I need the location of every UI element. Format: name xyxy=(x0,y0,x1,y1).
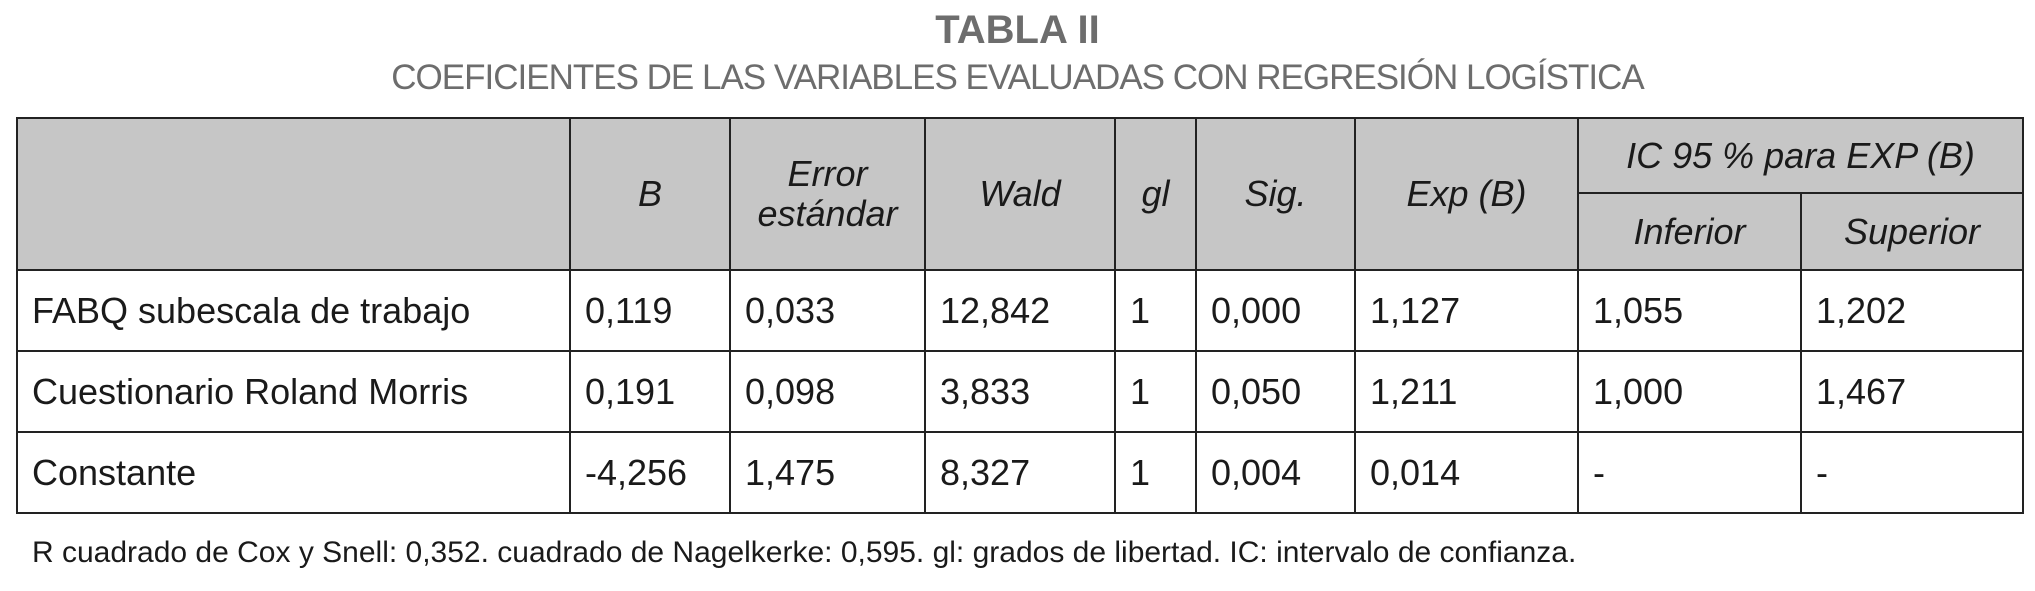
header-error-line2: estándar xyxy=(757,193,898,234)
header-wald: Wald xyxy=(924,117,1116,271)
cell-variable: Cuestionario Roland Morris xyxy=(16,350,571,433)
cell-superior: 1,202 xyxy=(1800,269,2024,352)
cell-superior: - xyxy=(1800,431,2024,514)
cell-error: 1,475 xyxy=(729,431,926,514)
cell-b: 0,119 xyxy=(569,269,731,352)
cell-gl: 1 xyxy=(1114,350,1197,433)
cell-b: 0,191 xyxy=(569,350,731,433)
cell-exp: 0,014 xyxy=(1354,431,1579,514)
table-subtitle: COEFICIENTES DE LAS VARIABLES EVALUADAS … xyxy=(391,58,1644,97)
cell-wald: 12,842 xyxy=(924,269,1116,352)
cell-exp: 1,127 xyxy=(1354,269,1579,352)
cell-variable: Constante xyxy=(16,431,571,514)
header-inferior: Inferior xyxy=(1577,192,1802,271)
header-error: Error estándar xyxy=(729,117,926,271)
header-error-line1: Error xyxy=(787,153,868,194)
header-exp: Exp (B) xyxy=(1354,117,1579,271)
cell-wald: 8,327 xyxy=(924,431,1116,514)
cell-sig: 0,050 xyxy=(1195,350,1356,433)
cell-sig: 0,004 xyxy=(1195,431,1356,514)
cell-error: 0,033 xyxy=(729,269,926,352)
cell-gl: 1 xyxy=(1114,269,1197,352)
header-ic-group: IC 95 % para EXP (B) xyxy=(1577,117,2024,194)
cell-inferior: 1,000 xyxy=(1577,350,1802,433)
cell-exp: 1,211 xyxy=(1354,350,1579,433)
cell-b: -4,256 xyxy=(569,431,731,514)
cell-variable: FABQ subescala de trabajo xyxy=(16,269,571,352)
header-sig: Sig. xyxy=(1195,117,1356,271)
coefficients-table: B Error estándar Wald gl Sig. Exp (B) IC … xyxy=(16,117,2024,514)
cell-gl: 1 xyxy=(1114,431,1197,514)
cell-superior: 1,467 xyxy=(1800,350,2024,433)
table-title: TABLA II xyxy=(935,8,1100,52)
cell-error: 0,098 xyxy=(729,350,926,433)
header-b: B xyxy=(569,117,731,271)
cell-inferior: 1,055 xyxy=(1577,269,1802,352)
table-row: Cuestionario Roland Morris 0,191 0,098 3… xyxy=(16,350,2024,433)
table-row: Constante -4,256 1,475 8,327 1 0,004 0,0… xyxy=(16,431,2024,514)
table-footnote: R cuadrado de Cox y Snell: 0,352. cuadra… xyxy=(32,536,1577,569)
header-variable xyxy=(16,117,571,271)
header-gl: gl xyxy=(1114,117,1197,271)
table-row: FABQ subescala de trabajo 0,119 0,033 12… xyxy=(16,269,2024,352)
cell-inferior: - xyxy=(1577,431,1802,514)
header-superior: Superior xyxy=(1800,192,2024,271)
cell-sig: 0,000 xyxy=(1195,269,1356,352)
cell-wald: 3,833 xyxy=(924,350,1116,433)
